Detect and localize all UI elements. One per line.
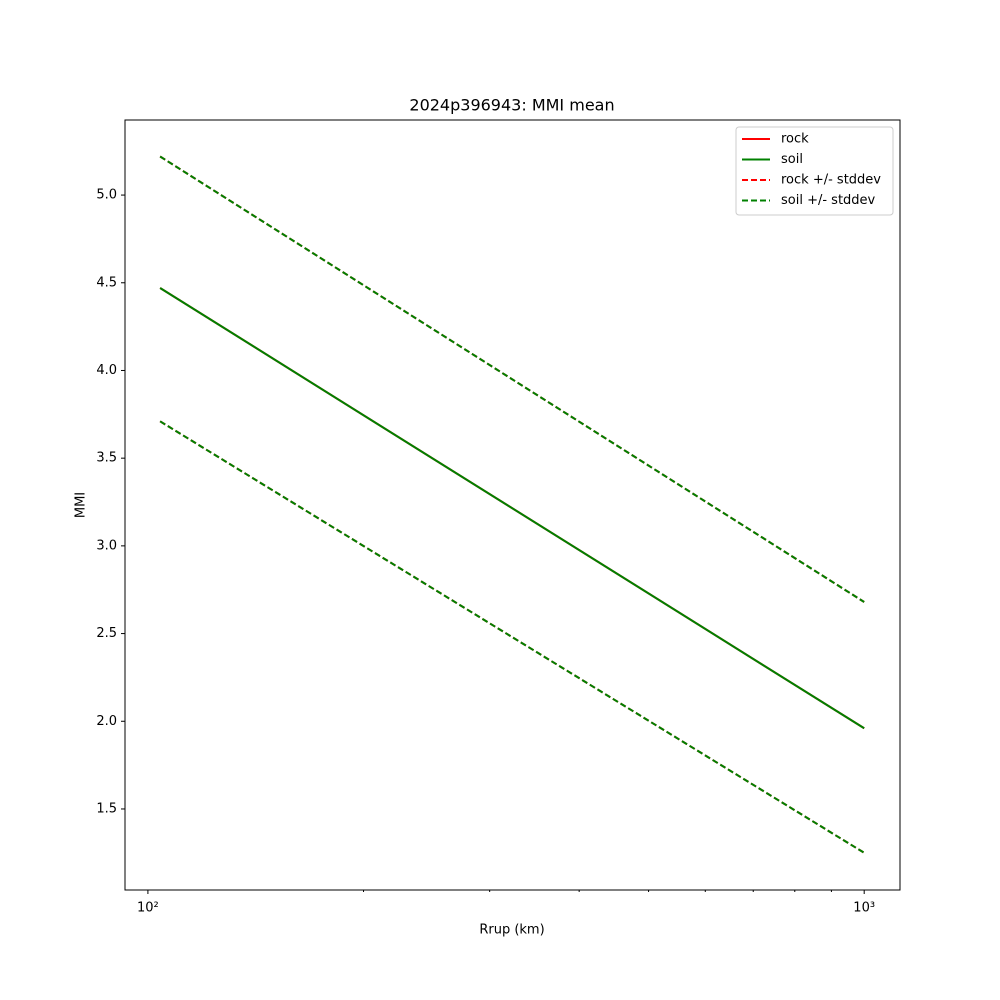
- legend-label: soil +/- stddev: [781, 193, 876, 208]
- series-line: [159, 420, 865, 854]
- y-tick-label: 5.0: [96, 188, 117, 203]
- y-tick-label: 4.5: [96, 275, 117, 290]
- series-line: [159, 155, 865, 603]
- plot-frame: [124, 119, 901, 891]
- legend-label: rock: [781, 132, 809, 147]
- legend-label: rock +/- stddev: [781, 173, 881, 188]
- chart-title: 2024p396943: MMI mean: [409, 96, 614, 115]
- y-tick-label: 3.5: [96, 451, 117, 466]
- x-axis-label: Rrup (km): [479, 923, 544, 938]
- x-tick-label: 10²: [137, 901, 159, 916]
- y-axis-label: MMI: [74, 492, 89, 518]
- series-line: [159, 287, 865, 730]
- y-tick-label: 2.0: [96, 714, 117, 729]
- y-tick-label: 1.5: [96, 801, 117, 816]
- y-tick-label: 3.0: [96, 538, 117, 553]
- x-tick-label: 10³: [853, 901, 875, 916]
- series-line: [159, 420, 865, 854]
- y-tick-label: 2.5: [96, 626, 117, 641]
- legend-label: soil: [781, 152, 803, 167]
- legend-box: [735, 126, 894, 216]
- y-tick-label: 4.0: [96, 363, 117, 378]
